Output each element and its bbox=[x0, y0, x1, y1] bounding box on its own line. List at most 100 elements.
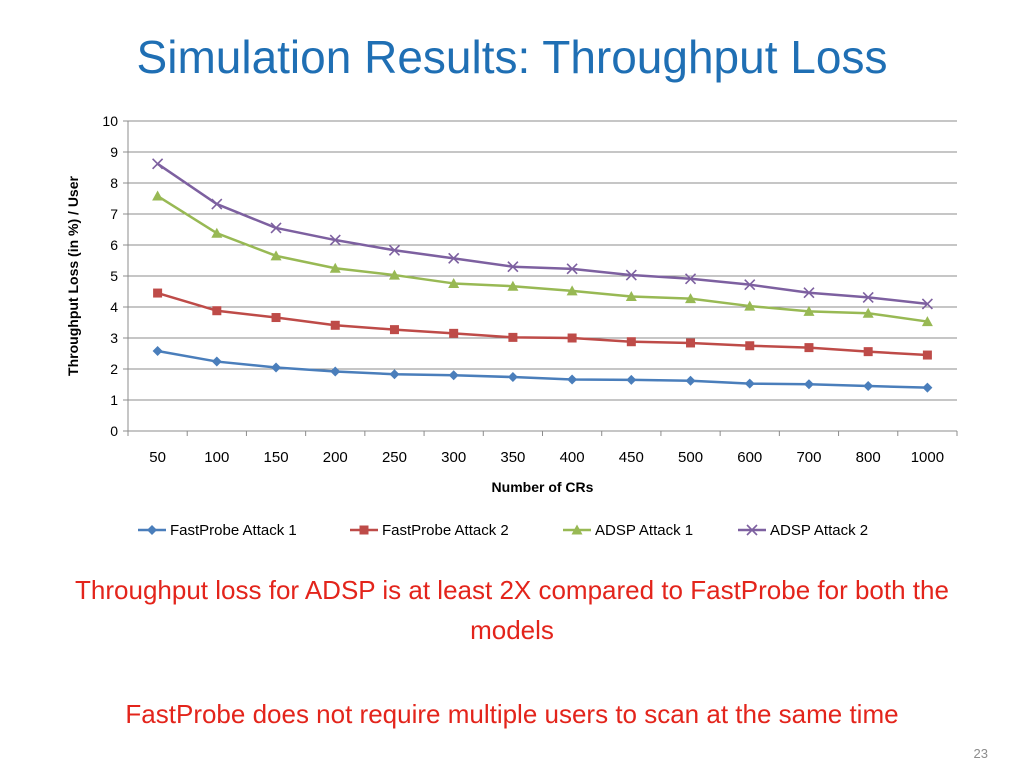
data-point bbox=[863, 347, 873, 357]
y-axis-title: Throughput Loss (in %) / User bbox=[65, 176, 81, 376]
marker-stroke bbox=[152, 158, 164, 170]
data-point bbox=[448, 277, 460, 288]
series bbox=[152, 158, 933, 393]
x-tick-label: 1000 bbox=[911, 449, 944, 466]
note-fastprobe-scan: FastProbe does not require multiple user… bbox=[125, 699, 899, 729]
marker-stroke bbox=[684, 273, 697, 285]
legend-label: ADSP Attack 2 bbox=[770, 522, 868, 539]
legend-item: FastProbe Attack 1 bbox=[138, 522, 297, 539]
data-point bbox=[744, 279, 756, 291]
data-point bbox=[329, 262, 341, 273]
data-point bbox=[211, 198, 223, 210]
data-point bbox=[626, 337, 636, 347]
data-point bbox=[448, 252, 460, 264]
axis-labels: 0 1 2 3 4 5 6 7 8 9 10 50 100 150 200 250 300 350 400 450 50… bbox=[65, 113, 944, 495]
x-tick-label: 150 bbox=[264, 449, 289, 466]
x-tick-label: 500 bbox=[678, 449, 703, 466]
data-point bbox=[686, 338, 696, 348]
data-point bbox=[863, 381, 874, 392]
y-tick-label: 10 bbox=[102, 113, 118, 129]
data-point bbox=[388, 269, 400, 280]
data-point bbox=[271, 362, 282, 373]
data-point bbox=[212, 306, 222, 316]
y-tick-label: 8 bbox=[110, 175, 118, 191]
y-tick-label: 5 bbox=[110, 268, 118, 284]
data-point bbox=[922, 382, 933, 393]
y-tick-label: 6 bbox=[110, 237, 118, 253]
marker-stroke bbox=[270, 222, 282, 234]
data-point bbox=[566, 285, 578, 296]
series-fastprobe-attack-2 bbox=[153, 288, 932, 360]
data-point bbox=[329, 234, 341, 246]
marker-stroke bbox=[211, 198, 223, 210]
legend-swatch-marker bbox=[746, 524, 758, 536]
legend-label: FastProbe Attack 2 bbox=[382, 522, 509, 539]
data-point bbox=[921, 316, 933, 327]
legend-item: ADSP Attack 1 bbox=[563, 522, 693, 539]
x-tick-label: 300 bbox=[441, 449, 466, 466]
data-point bbox=[921, 298, 933, 310]
data-point bbox=[567, 374, 578, 385]
marker-stroke bbox=[744, 279, 756, 291]
data-point bbox=[389, 325, 399, 335]
series-line bbox=[157, 349, 928, 389]
data-point bbox=[330, 320, 340, 330]
marker-stroke bbox=[566, 263, 578, 275]
data-point bbox=[862, 307, 874, 318]
data-point bbox=[745, 341, 755, 351]
legend-item: ADSP Attack 2 bbox=[738, 522, 868, 539]
y-tick-label: 7 bbox=[110, 206, 118, 222]
legend-swatch-marker bbox=[147, 525, 157, 535]
data-point bbox=[507, 261, 519, 273]
data-point bbox=[803, 379, 814, 390]
legend-item: FastProbe Attack 2 bbox=[350, 522, 509, 539]
data-point bbox=[152, 346, 163, 357]
y-tick-label: 4 bbox=[110, 299, 118, 315]
note-adsp-throughput: Throughput loss for ADSP is at least 2X … bbox=[75, 575, 949, 645]
slide-title: Simulation Results: Throughput Loss bbox=[136, 31, 888, 83]
x-tick-label: 100 bbox=[204, 449, 229, 466]
data-point bbox=[566, 263, 578, 275]
data-point bbox=[922, 350, 932, 360]
series-line bbox=[156, 194, 928, 323]
data-point bbox=[271, 313, 281, 323]
data-point bbox=[211, 356, 222, 367]
marker-stroke bbox=[746, 524, 758, 536]
x-tick-label: 200 bbox=[323, 449, 348, 466]
legend-label: FastProbe Attack 1 bbox=[170, 522, 297, 539]
legend-swatch-marker bbox=[359, 525, 369, 535]
y-tick-label: 2 bbox=[110, 361, 118, 377]
x-axis-title: Number of CRs bbox=[492, 479, 594, 495]
series-line bbox=[156, 162, 928, 306]
marker-stroke bbox=[921, 298, 933, 310]
data-point bbox=[270, 222, 282, 234]
data-point bbox=[152, 158, 164, 170]
series-adsp-attack-2 bbox=[152, 158, 933, 310]
data-point bbox=[803, 305, 815, 316]
legend: FastProbe Attack 1 FastProbe Attack 2 ADSP… bbox=[138, 522, 868, 539]
marker-stroke bbox=[862, 291, 874, 303]
marker-stroke bbox=[803, 287, 815, 299]
marker-stroke bbox=[329, 234, 341, 246]
x-tick-label: 350 bbox=[500, 449, 525, 466]
data-point bbox=[152, 190, 164, 201]
gridlines bbox=[128, 120, 957, 401]
data-point bbox=[803, 287, 815, 299]
y-tick-label: 3 bbox=[110, 330, 118, 346]
data-point bbox=[625, 269, 637, 281]
data-point bbox=[449, 328, 459, 338]
data-point bbox=[389, 369, 400, 380]
axes bbox=[123, 120, 958, 436]
data-point bbox=[153, 288, 163, 298]
x-tick-label: 250 bbox=[382, 449, 407, 466]
series-line bbox=[157, 291, 928, 357]
x-tick-label: 700 bbox=[796, 449, 821, 466]
x-tick-label: 450 bbox=[619, 449, 644, 466]
y-tick-label: 1 bbox=[110, 392, 118, 408]
data-point bbox=[448, 370, 459, 381]
marker-stroke bbox=[448, 252, 460, 264]
y-tick-label: 0 bbox=[110, 423, 118, 439]
data-point bbox=[270, 250, 282, 261]
data-point bbox=[567, 333, 577, 343]
